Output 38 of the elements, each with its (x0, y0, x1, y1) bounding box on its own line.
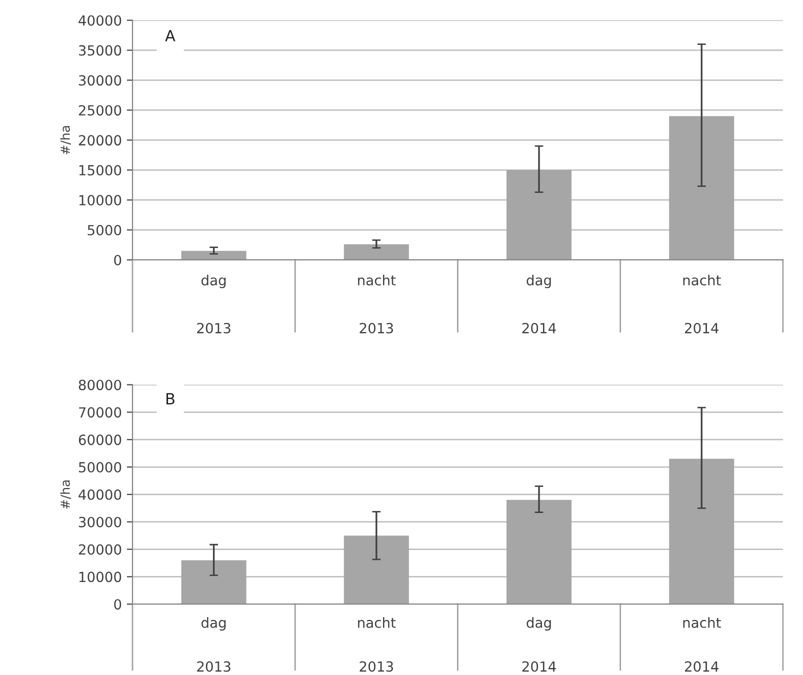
y-axis-title: #/ha (60, 126, 71, 154)
y-tick-label: 0 (114, 254, 122, 266)
y-tick-label: 30000 (78, 75, 122, 86)
bar (506, 170, 572, 260)
y-tick-label: 80000 (78, 380, 122, 390)
y-tick-label: 70000 (79, 407, 122, 418)
y-tick-label: 40000 (78, 15, 122, 26)
y-tick-label: 50000 (78, 462, 122, 472)
bar (181, 560, 246, 604)
y-tick-label: 15000 (79, 164, 122, 176)
category-label: dag 2013 (197, 274, 230, 334)
y-tick-label: 20000 (78, 135, 122, 146)
bar (181, 250, 246, 260)
bar (344, 244, 409, 260)
category-label: nacht 2014 (683, 617, 721, 672)
bar (344, 536, 409, 604)
y-tick-label: 10000 (79, 572, 122, 582)
bar (506, 500, 572, 604)
y-axis-title: #/ha (60, 480, 71, 509)
category-label: dag 2013 (197, 617, 230, 672)
y-tick-label: 25000 (78, 105, 122, 116)
y-tick-label: 35000 (78, 45, 122, 56)
y-tick-label: 30000 (78, 516, 122, 528)
category-label: nacht 2014 (683, 274, 721, 334)
y-tick-label: 40000 (78, 489, 122, 500)
y-tick-label: 0 (114, 599, 122, 610)
annotation: A (165, 30, 176, 42)
bar (669, 458, 734, 604)
y-tick-label: 20000 (78, 544, 122, 555)
y-tick-label: 10000 (79, 194, 122, 206)
category-label: dag 2014 (522, 274, 556, 334)
bar (669, 116, 734, 260)
annotation: B (166, 393, 174, 404)
category-label: dag 2014 (522, 617, 556, 672)
y-tick-label: 5000 (88, 224, 122, 236)
category-label: nacht 2013 (358, 274, 396, 334)
y-tick-label: 60000 (78, 434, 122, 446)
category-label: nacht 2013 (358, 617, 396, 672)
